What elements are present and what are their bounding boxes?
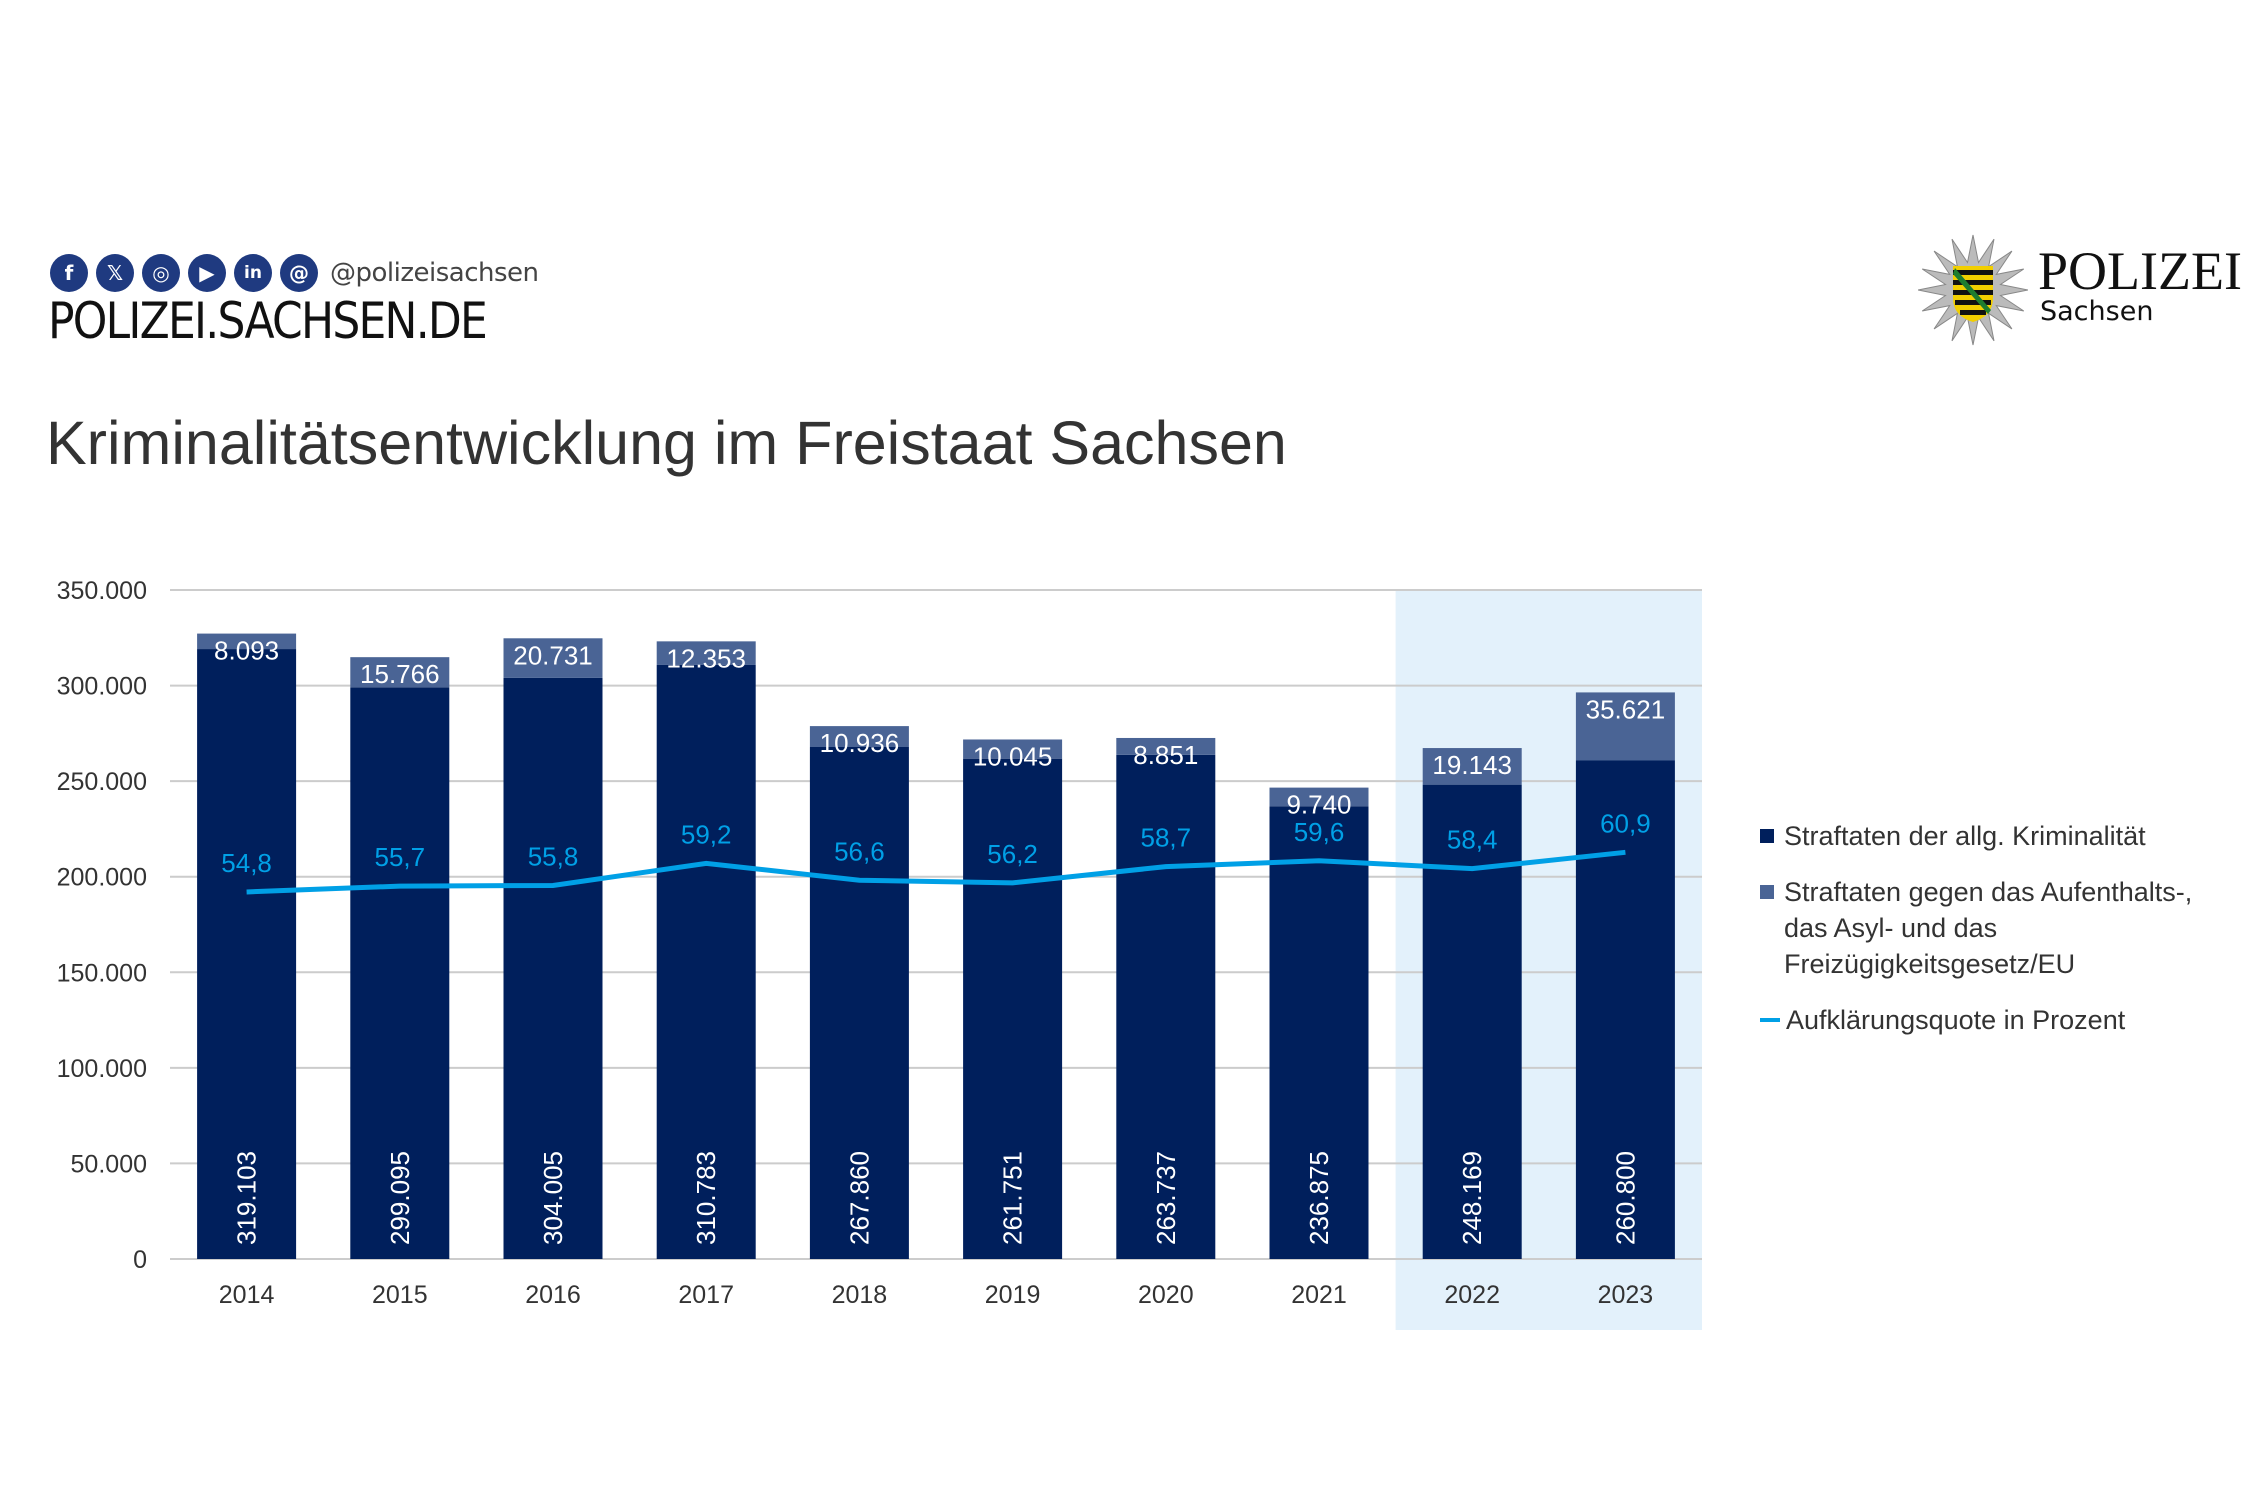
bar-asyl-2014 bbox=[197, 633, 297, 650]
y-tick-label: 300.000 bbox=[57, 673, 147, 701]
data-label-allg: 263.737 bbox=[1151, 1151, 1181, 1245]
bar-allg-2016 bbox=[503, 677, 603, 1259]
legend: Straftaten der allg. Kriminalität Straft… bbox=[1760, 818, 2192, 1058]
linkedin-icon[interactable]: in bbox=[234, 254, 272, 292]
x-tick-label: 2016 bbox=[525, 1281, 581, 1309]
bar-allg-2017 bbox=[656, 664, 756, 1259]
y-tick-label: 200.000 bbox=[57, 864, 147, 892]
bar-allg-2018 bbox=[809, 747, 909, 1259]
data-label-asyl: 20.731 bbox=[513, 640, 593, 670]
data-label-asyl: 15.766 bbox=[360, 659, 440, 689]
bar-asyl-2021 bbox=[1269, 787, 1369, 807]
data-label-allg: 304.005 bbox=[538, 1151, 568, 1245]
x-tick-label: 2020 bbox=[1138, 1281, 1194, 1309]
legend-item-asyl: Straftaten gegen das Aufenthalts-, das As… bbox=[1760, 874, 2192, 982]
data-label-allg: 319.103 bbox=[232, 1151, 262, 1245]
data-label-allg: 299.095 bbox=[385, 1151, 415, 1245]
x-tick-label: 2023 bbox=[1598, 1281, 1654, 1309]
data-label-quote: 54,8 bbox=[221, 848, 272, 878]
data-label-asyl: 35.621 bbox=[1586, 694, 1666, 724]
bar-asyl-2016 bbox=[503, 638, 603, 678]
y-tick-label: 350.000 bbox=[57, 577, 147, 605]
data-label-asyl: 8.093 bbox=[214, 636, 279, 666]
x-tick-label: 2022 bbox=[1444, 1281, 1500, 1309]
threads-icon[interactable]: @ bbox=[280, 254, 318, 292]
bar-allg-2015 bbox=[350, 687, 450, 1259]
data-label-quote: 55,8 bbox=[528, 841, 579, 871]
social-handle: @polizeisachsen bbox=[330, 258, 539, 288]
y-tick-label: 0 bbox=[133, 1246, 147, 1274]
logo-subtitle: Sachsen bbox=[2040, 296, 2154, 327]
chart-title: Kriminalitätsentwicklung im Freistaat Sa… bbox=[46, 409, 1287, 477]
data-label-quote: 58,4 bbox=[1447, 825, 1498, 855]
bar-asyl-2017 bbox=[656, 641, 756, 665]
data-label-quote: 60,9 bbox=[1600, 808, 1651, 838]
bar-allg-2014 bbox=[197, 649, 297, 1259]
police-star-icon bbox=[1917, 234, 2029, 346]
legend-label: Aufklärungsquote in Prozent bbox=[1786, 1005, 2126, 1035]
polizei-sachsen-logo: POLIZEI Sachsen bbox=[1917, 228, 2242, 358]
data-label-allg: 267.860 bbox=[844, 1151, 874, 1245]
website-url: POLIZEI.SACHSEN.DE bbox=[48, 292, 488, 350]
bar-allg-2023 bbox=[1575, 760, 1675, 1259]
x-tick-label: 2017 bbox=[678, 1281, 734, 1309]
legend-swatch bbox=[1760, 1018, 1780, 1022]
bar-asyl-2018 bbox=[809, 726, 909, 748]
bar-allg-2019 bbox=[963, 758, 1063, 1259]
data-label-quote: 58,7 bbox=[1140, 823, 1191, 853]
bar-allg-2021 bbox=[1269, 806, 1369, 1259]
data-label-allg: 248.169 bbox=[1457, 1151, 1487, 1245]
y-tick-label: 50.000 bbox=[71, 1150, 147, 1178]
data-label-allg: 236.875 bbox=[1304, 1151, 1334, 1245]
data-label-allg: 310.783 bbox=[691, 1151, 721, 1245]
legend-item-allg: Straftaten der allg. Kriminalität bbox=[1760, 818, 2192, 854]
data-label-asyl: 10.045 bbox=[973, 741, 1053, 771]
legend-swatch bbox=[1760, 829, 1774, 843]
youtube-icon[interactable]: ▶ bbox=[188, 254, 226, 292]
facebook-icon[interactable]: f bbox=[50, 254, 88, 292]
data-label-allg: 261.751 bbox=[998, 1151, 1028, 1245]
bar-asyl-2023 bbox=[1575, 692, 1675, 761]
x-tick-label: 2015 bbox=[372, 1281, 428, 1309]
data-label-asyl: 10.936 bbox=[820, 728, 900, 758]
data-label-quote: 55,7 bbox=[374, 842, 425, 872]
data-label-asyl: 12.353 bbox=[666, 643, 746, 673]
bar-asyl-2022 bbox=[1422, 748, 1522, 785]
data-label-quote: 56,2 bbox=[987, 839, 1038, 869]
legend-swatch bbox=[1760, 885, 1774, 899]
instagram-icon[interactable]: ◎ bbox=[142, 254, 180, 292]
legend-label: Straftaten gegen das Aufenthalts-, das As… bbox=[1784, 877, 2193, 979]
social-links: f 𝕏 ◎ ▶ in @ @polizeisachsen bbox=[50, 254, 539, 292]
data-label-quote: 59,6 bbox=[1294, 817, 1345, 847]
legend-item-quote: Aufklärungsquote in Prozent bbox=[1760, 1002, 2192, 1038]
x-tick-label: 2019 bbox=[985, 1281, 1041, 1309]
x-tick-label: 2021 bbox=[1291, 1281, 1347, 1309]
x-tick-label: 2018 bbox=[832, 1281, 888, 1309]
y-tick-label: 150.000 bbox=[57, 959, 147, 987]
legend-label: Straftaten der allg. Kriminalität bbox=[1784, 821, 2146, 851]
data-label-quote: 56,6 bbox=[834, 836, 885, 866]
bar-asyl-2019 bbox=[963, 739, 1063, 759]
data-label-asyl: 9.740 bbox=[1286, 790, 1351, 820]
y-tick-label: 100.000 bbox=[57, 1055, 147, 1083]
y-tick-label: 250.000 bbox=[57, 768, 147, 796]
data-label-allg: 260.800 bbox=[1610, 1151, 1640, 1245]
x-icon[interactable]: 𝕏 bbox=[96, 254, 134, 292]
data-label-quote: 59,2 bbox=[681, 819, 732, 849]
bar-asyl-2020 bbox=[1116, 737, 1216, 755]
data-label-asyl: 19.143 bbox=[1432, 750, 1512, 780]
logo-title: POLIZEI bbox=[2038, 241, 2242, 301]
bar-asyl-2015 bbox=[350, 657, 450, 688]
data-label-asyl: 8.851 bbox=[1133, 740, 1198, 770]
line-aufklaerungsquote bbox=[246, 849, 1626, 895]
bar-allg-2020 bbox=[1116, 754, 1216, 1259]
x-tick-label: 2014 bbox=[219, 1281, 275, 1309]
